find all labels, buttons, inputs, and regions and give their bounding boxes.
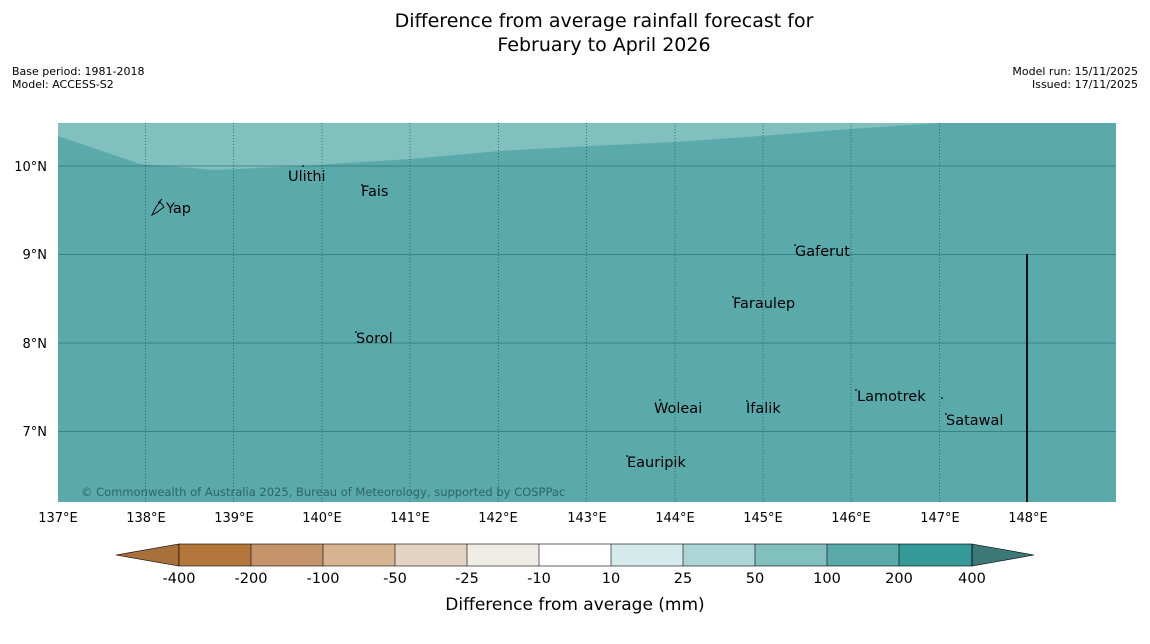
colorbar-dividers: [250, 544, 900, 566]
colorbar-segment: [827, 544, 899, 566]
place-label-ifalik: Ifalik: [746, 401, 781, 417]
place-label-yap: Yap: [165, 201, 191, 217]
title-line-1: Difference from average rainfall forecas…: [394, 10, 814, 32]
place-label-woleai: Woleai: [654, 401, 702, 417]
island-dot: [626, 455, 628, 457]
colorbar: -400 -200 -100 -50 -25 -10 10 25 50 100 …: [115, 543, 1035, 615]
colorbar-label: 200: [885, 571, 913, 587]
place-label-gaferut: Gaferut: [795, 244, 850, 260]
island-dot: [361, 184, 363, 186]
place-labels: Ulithi Fais Yap Gaferut Faraulep Sorol L…: [165, 169, 1003, 471]
colorbar-label: 400: [958, 571, 986, 587]
place-label-ulithi: Ulithi: [288, 169, 326, 185]
colorbar-segment: [539, 544, 611, 566]
colorbar-border: [178, 543, 973, 567]
colorbar-segment: [899, 544, 972, 566]
colorbar-segment: [755, 544, 827, 566]
island-dot: [855, 389, 857, 391]
lat-label: 9°N: [23, 248, 48, 263]
colorbar-title: Difference from average (mm): [445, 595, 704, 615]
island-dot: [302, 165, 304, 167]
lon-label: 142°E: [478, 511, 518, 526]
place-label-fais: Fais: [361, 184, 388, 200]
island-dot: [732, 296, 734, 298]
colorbar-label: -200: [235, 571, 268, 587]
island-dot: [659, 399, 661, 401]
upper-field: [58, 123, 1116, 170]
colorbar-labels: -400 -200 -100 -50 -25 -10 10 25 50 100 …: [163, 571, 986, 587]
meta-left: Base period: 1981-2018 Model: ACCESS-S2: [12, 65, 144, 91]
colorbar-arrow-left: [115, 543, 180, 567]
place-label-eauripik: Eauripik: [627, 455, 686, 471]
meridians: [145, 123, 940, 502]
colorbar-label: 100: [813, 571, 841, 587]
model-run: Model run: 15/11/2025: [1012, 65, 1138, 78]
island-dot: [794, 244, 796, 246]
colorbar-segment: [611, 544, 683, 566]
colorbar-label: 10: [602, 571, 620, 587]
copyright-notice: © Commonwealth of Australia 2025, Bureau…: [81, 485, 565, 499]
lon-label: 138°E: [126, 511, 166, 526]
place-label-faraulep: Faraulep: [733, 296, 795, 312]
colorbar-label: 50: [746, 571, 764, 587]
lon-label: 144°E: [655, 511, 695, 526]
lat-label: 10°N: [14, 160, 47, 175]
colorbar-segment: [683, 544, 755, 566]
lon-label: 139°E: [214, 511, 254, 526]
island-dots: [302, 165, 947, 457]
island-dot: [355, 331, 357, 333]
island-dot: [945, 413, 947, 415]
colorbar-segment: [179, 544, 251, 566]
colorbar-label: -100: [307, 571, 340, 587]
island-dot: [746, 400, 748, 402]
map-title: Difference from average rainfall forecas…: [0, 9, 1150, 57]
colorbar-label: -10: [527, 571, 551, 587]
place-label-satawal: Satawal: [946, 413, 1003, 429]
lat-label: 8°N: [23, 337, 48, 352]
lon-label: 148°E: [1008, 511, 1048, 526]
lat-labels: 10°N 9°N 8°N 7°N: [14, 160, 47, 440]
island-dot: [941, 397, 943, 399]
place-label-lamotrek: Lamotrek: [857, 389, 926, 405]
lat-label: 7°N: [23, 425, 48, 440]
colorbar-segment: [251, 544, 323, 566]
lon-label: 147°E: [920, 511, 960, 526]
base-period: Base period: 1981-2018: [12, 65, 145, 78]
issued-date: Issued: 17/11/2025: [1031, 78, 1138, 91]
colorbar-arrow-right: [971, 543, 1035, 567]
parallels: [58, 165, 1116, 432]
colorbar-label: -400: [163, 571, 196, 587]
colorbar-label: -50: [383, 571, 407, 587]
lon-label: 140°E: [302, 511, 342, 526]
lon-label: 146°E: [831, 511, 871, 526]
colorbar-label: -25: [455, 571, 479, 587]
lon-label: 143°E: [567, 511, 607, 526]
meta-right: Model run: 15/11/2025 Issued: 17/11/2025: [1012, 65, 1138, 91]
place-label-sorol: Sorol: [356, 331, 393, 347]
yap-island-shape: [150, 198, 165, 217]
colorbar-label: 25: [674, 571, 692, 587]
colorbar-segment: [467, 544, 539, 566]
colorbar-segment: [395, 544, 467, 566]
colorbar-segment: [323, 544, 395, 566]
model-name: Model: ACCESS-S2: [12, 78, 114, 91]
lon-label: 141°E: [390, 511, 430, 526]
title-line-2: February to April 2026: [497, 34, 711, 56]
lon-labels: 137°E 138°E 139°E 140°E 141°E 142°E 143°…: [38, 511, 1048, 526]
map-field: [58, 123, 1116, 502]
lon-label: 137°E: [38, 511, 78, 526]
lon-label: 145°E: [743, 511, 783, 526]
